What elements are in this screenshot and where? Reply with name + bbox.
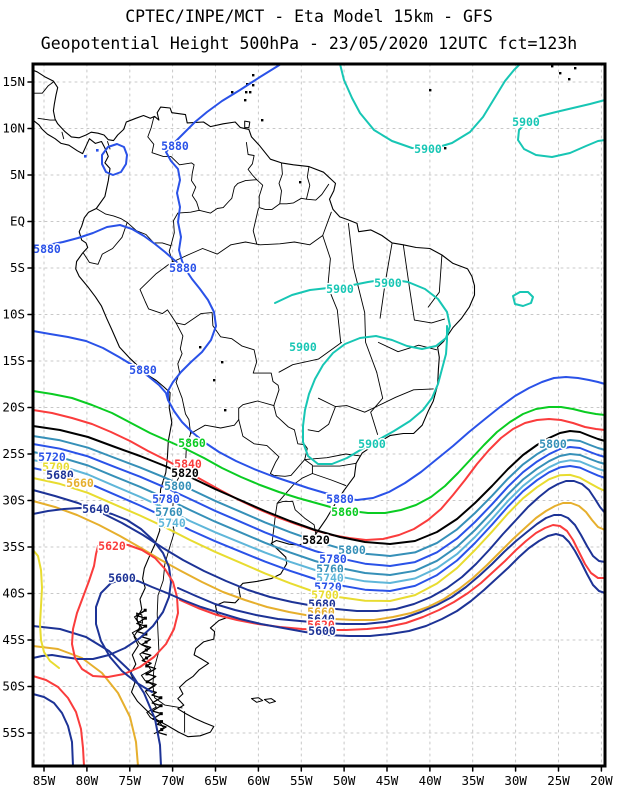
contour-label: 5880 <box>326 492 354 506</box>
y-axis-tick-label: 45S <box>2 632 25 647</box>
y-axis-tick-label: 10N <box>2 121 25 136</box>
contour-label: 5600 <box>108 571 136 585</box>
x-axis-tick-label: 45W <box>376 773 399 788</box>
contour-label: 5880 <box>169 261 197 275</box>
contour-label: 5880 <box>161 139 189 153</box>
y-axis-tick-label: 15N <box>2 74 25 89</box>
contour-label: 5700 <box>42 460 70 474</box>
x-axis-tick-label: 65W <box>204 773 227 788</box>
contour-label: 5660 <box>66 476 94 490</box>
x-axis-tick-label: 30W <box>504 773 527 788</box>
x-axis-tick-label: 50W <box>333 773 356 788</box>
contour-label: 5760 <box>316 562 344 576</box>
x-axis-tick-label: 80W <box>76 773 99 788</box>
contour-label: 5640 <box>82 502 110 516</box>
x-axis-tick-label: 70W <box>161 773 184 788</box>
contour-label: 5880 <box>129 363 157 377</box>
contour-label: 5680 <box>308 597 336 611</box>
contour-label: 5900 <box>326 282 354 296</box>
y-axis-tick-label: 5N <box>10 167 25 182</box>
contour-label: 5900 <box>512 115 540 129</box>
x-axis-tick-label: 40W <box>419 773 442 788</box>
contour-label: 5740 <box>158 516 186 530</box>
contour-label: 5800 <box>338 543 366 557</box>
contour-label: 5620 <box>98 539 126 553</box>
contour-label: 5700 <box>311 588 339 602</box>
contour-label: 5720 <box>38 450 66 464</box>
y-axis-tick-label: 40S <box>2 586 25 601</box>
y-axis-tick-label: 20S <box>2 400 25 415</box>
chart-subtitle: Geopotential Height 500hPa - 23/05/2020 … <box>41 34 577 53</box>
y-axis-tick-label: 15S <box>2 353 25 368</box>
contour-label: 5800 <box>164 479 192 493</box>
x-axis-tick-label: 60W <box>247 773 270 788</box>
x-axis-tick-label: 75W <box>118 773 141 788</box>
contour-label: 5820 <box>302 533 330 547</box>
coastline-borders <box>31 65 577 738</box>
y-axis-tick-label: 10S <box>2 307 25 322</box>
y-axis-tick-label: EQ <box>10 214 25 229</box>
contour-label: 5880 <box>33 242 61 256</box>
contour-label: 5780 <box>319 552 347 566</box>
y-axis-tick-label: 5S <box>10 260 25 275</box>
contour-label: 5800 <box>539 437 567 451</box>
y-axis-tick-label: 55S <box>2 725 25 740</box>
contour-label: 5600 <box>308 624 336 638</box>
contour-label: 5760 <box>155 505 183 519</box>
x-axis-tick-label: 20W <box>590 773 613 788</box>
y-axis-tick-label: 50S <box>2 679 25 694</box>
y-axis-tick-label: 30S <box>2 493 25 508</box>
y-axis-tick-label: 35S <box>2 539 25 554</box>
x-axis-tick-label: 35W <box>461 773 484 788</box>
contour-labels: 5880 5880 5880 5880 5880 5900 5900 5900 5900 5900… <box>32 114 569 640</box>
x-axis-tick-label: 55W <box>290 773 313 788</box>
contour-label: 5660 <box>307 605 335 619</box>
contour-label: 5860 <box>331 505 359 519</box>
contour-label: 5900 <box>358 437 386 451</box>
contour-label: 5780 <box>152 492 180 506</box>
x-axis-tick-label: 85W <box>33 773 56 788</box>
contour-label: 5680 <box>46 468 74 482</box>
y-axis-tick-label: 25S <box>2 446 25 461</box>
x-axis-tick-label: 25W <box>547 773 570 788</box>
contour-label: 5820 <box>171 466 199 480</box>
contour-label: 5900 <box>414 142 442 156</box>
contour-label: 5620 <box>307 618 335 632</box>
contour-label: 5740 <box>316 571 344 585</box>
map-frame <box>27 62 607 772</box>
contour-label: 5840 <box>174 457 202 471</box>
chart-title: CPTEC/INPE/MCT - Eta Model 15km - GFS <box>125 7 493 26</box>
contour-label: 5860 <box>178 436 206 450</box>
contour-lines <box>32 63 606 767</box>
contour-label: 5720 <box>314 580 342 594</box>
contour-label: 5640 <box>307 612 335 626</box>
contour-label: 5900 <box>289 340 317 354</box>
axis-tick-labels: 85W 80W 75W 70W 65W 60W 55W 50W 45W 40W 35W 30W 25W 2… <box>2 74 613 788</box>
contour-label: 5900 <box>374 276 402 290</box>
